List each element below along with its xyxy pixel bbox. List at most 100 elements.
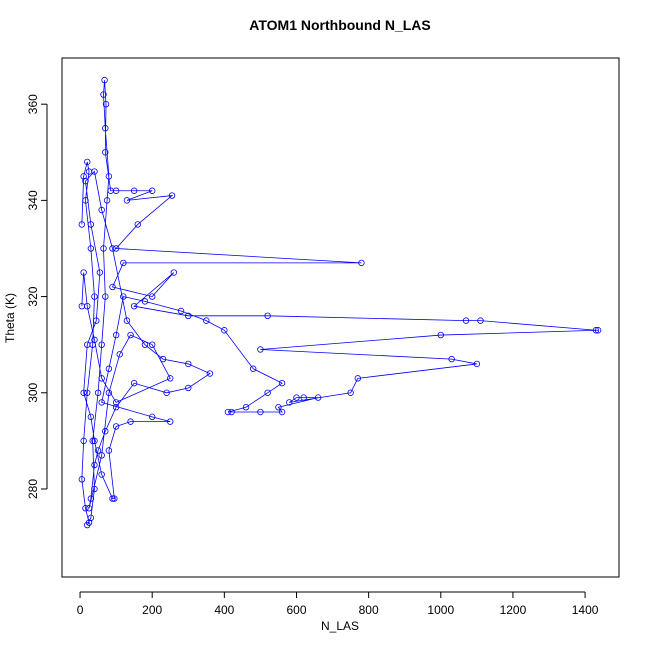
point [123, 197, 131, 204]
point [111, 495, 118, 502]
point [98, 452, 105, 459]
point [109, 283, 116, 291]
point [84, 341, 91, 348]
point [221, 327, 228, 334]
point [78, 221, 86, 228]
point [98, 341, 105, 348]
point [91, 461, 98, 469]
point [130, 302, 138, 310]
x-tick-label: 1400 [572, 603, 599, 617]
point [102, 149, 109, 156]
point [116, 351, 123, 358]
point [84, 521, 91, 529]
point [84, 389, 91, 396]
point [82, 505, 89, 512]
point [167, 375, 174, 382]
y-tick-label: 280 [26, 479, 40, 499]
point [85, 505, 93, 512]
x-tick-label: 400 [214, 603, 234, 617]
point [100, 91, 107, 98]
point [314, 394, 322, 401]
y-tick-label: 320 [26, 286, 40, 306]
point [120, 259, 127, 267]
point [127, 331, 134, 339]
point [105, 173, 113, 180]
point [185, 312, 192, 320]
point [89, 437, 96, 445]
point [224, 408, 232, 416]
point [80, 269, 87, 276]
point [102, 293, 109, 300]
y-axis-label: Theta (K) [3, 293, 17, 343]
point [98, 375, 105, 382]
point [228, 408, 235, 416]
point [87, 514, 95, 522]
point [87, 245, 95, 252]
point [592, 327, 600, 334]
point [462, 317, 470, 324]
point [203, 317, 210, 324]
point [112, 187, 120, 194]
point [109, 245, 116, 252]
point [93, 317, 100, 324]
point [87, 413, 95, 421]
point [437, 331, 444, 339]
point [105, 447, 113, 454]
plot-frame [61, 57, 620, 578]
point [91, 168, 98, 175]
point [84, 158, 91, 166]
point [123, 317, 131, 324]
point [102, 125, 109, 132]
point [185, 360, 192, 368]
point [257, 408, 264, 416]
point [112, 399, 120, 406]
x-tick-label: 1200 [500, 603, 527, 617]
point [112, 245, 120, 252]
point [98, 399, 105, 406]
x-tick-label: 200 [142, 603, 162, 617]
point [168, 192, 176, 199]
point [109, 495, 116, 502]
point [278, 379, 286, 387]
point [141, 298, 149, 305]
point [130, 187, 138, 194]
series-line [81, 80, 599, 526]
point [354, 375, 362, 382]
point [242, 404, 250, 411]
point [91, 293, 98, 300]
point [130, 379, 138, 387]
point [148, 341, 156, 348]
point [103, 197, 111, 204]
point [249, 365, 257, 372]
chart-title: ATOM1 Northbound N_LAS [249, 17, 430, 33]
x-tick-label: 600 [286, 603, 306, 617]
point [206, 370, 214, 377]
point [148, 293, 156, 300]
point [112, 331, 120, 339]
point [286, 399, 293, 406]
point [91, 336, 98, 344]
point [82, 177, 89, 185]
point [87, 495, 95, 502]
point [275, 404, 282, 411]
point [94, 447, 102, 454]
point [141, 341, 149, 348]
point [257, 346, 264, 353]
y-tick-label: 360 [26, 94, 40, 114]
point [94, 389, 102, 396]
point [134, 221, 141, 228]
point [112, 404, 120, 411]
point [105, 365, 113, 372]
point [96, 269, 104, 276]
point [78, 302, 86, 310]
point [105, 389, 113, 396]
point [177, 307, 185, 315]
point [91, 485, 98, 493]
point [87, 221, 95, 228]
point [148, 413, 156, 421]
point [112, 423, 120, 430]
x-tick-label: 1000 [427, 603, 454, 617]
x-tick-label: 0 [77, 603, 84, 617]
x-axis-label: N_LAS [321, 619, 359, 633]
point [170, 269, 178, 276]
